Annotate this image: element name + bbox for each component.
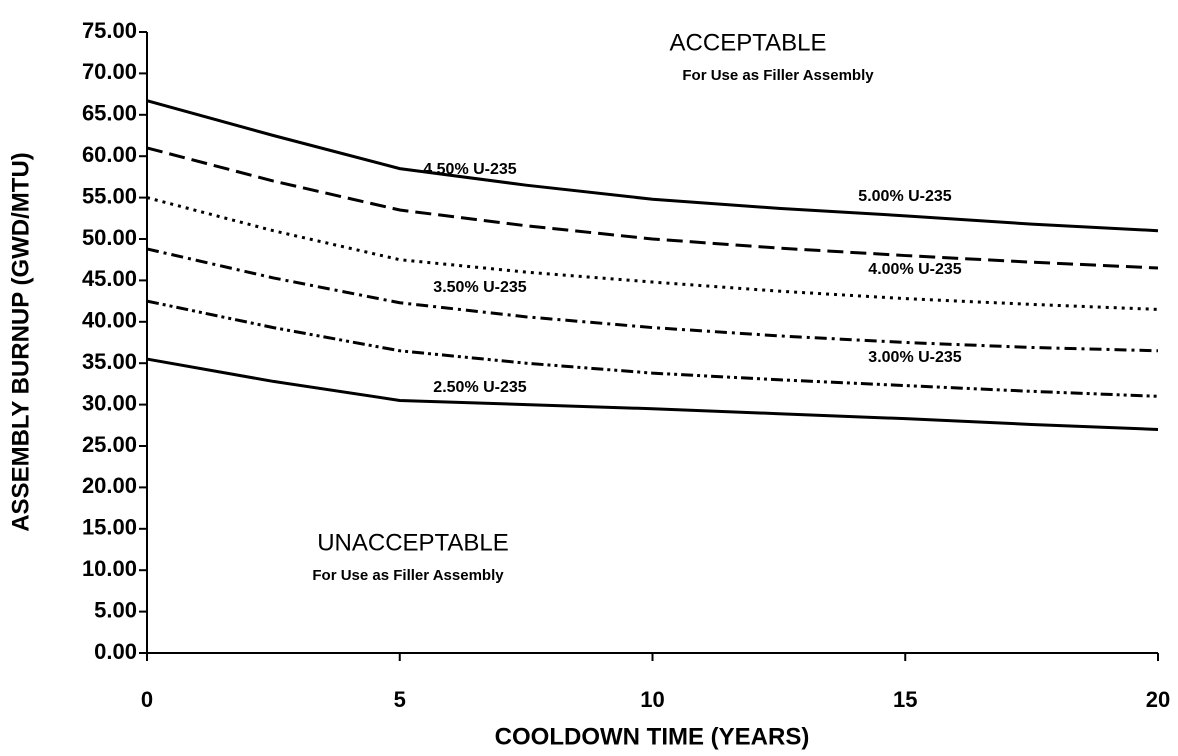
- series-label: 2.50% U-235: [433, 379, 526, 396]
- series-line: [146, 299, 1159, 398]
- annotation: For Use as Filler Assembly: [312, 567, 504, 584]
- annotation: UNACCEPTABLE: [317, 529, 509, 556]
- series-line: [146, 146, 1159, 270]
- series-label: 4.50% U-235: [423, 161, 516, 178]
- series-label: 3.00% U-235: [868, 349, 961, 366]
- y-tick-label: 5.00: [94, 597, 137, 622]
- x-tick-label: 15: [893, 687, 917, 712]
- series-line: [146, 357, 1159, 431]
- y-tick-label: 0.00: [94, 639, 137, 664]
- x-tick-label: 0: [141, 687, 153, 712]
- series-line: [146, 247, 1159, 353]
- annotation: ACCEPTABLE: [670, 29, 827, 56]
- y-tick-label: 65.00: [82, 101, 137, 126]
- y-tick-label: 10.00: [82, 556, 137, 581]
- series-label: 3.50% U-235: [433, 279, 526, 296]
- y-tick-label: 35.00: [82, 349, 137, 374]
- series-line: [146, 196, 1159, 311]
- y-tick-label: 20.00: [82, 473, 137, 498]
- y-axis-label: ASSEMBLY BURNUP (GWD/MTU): [7, 152, 34, 532]
- y-tick-label: 40.00: [82, 308, 137, 333]
- y-tick-label: 70.00: [82, 59, 137, 84]
- y-tick-label: 60.00: [82, 142, 137, 167]
- y-tick-label: 55.00: [82, 183, 137, 208]
- y-tick-label: 50.00: [82, 225, 137, 250]
- y-tick-label: 15.00: [82, 515, 137, 540]
- annotation: For Use as Filler Assembly: [682, 67, 874, 84]
- y-tick-label: 30.00: [82, 390, 137, 415]
- x-tick-label: 10: [640, 687, 664, 712]
- y-tick-label: 25.00: [82, 432, 137, 457]
- y-tick-label: 75.00: [82, 18, 137, 43]
- series-label: 5.00% U-235: [858, 188, 951, 205]
- x-tick-label: 20: [1146, 687, 1170, 712]
- x-tick-label: 5: [394, 687, 406, 712]
- series-line: [146, 99, 1159, 233]
- x-axis-label: COOLDOWN TIME (YEARS): [495, 723, 810, 750]
- y-tick-label: 45.00: [82, 266, 137, 291]
- series-label: 4.00% U-235: [868, 261, 961, 278]
